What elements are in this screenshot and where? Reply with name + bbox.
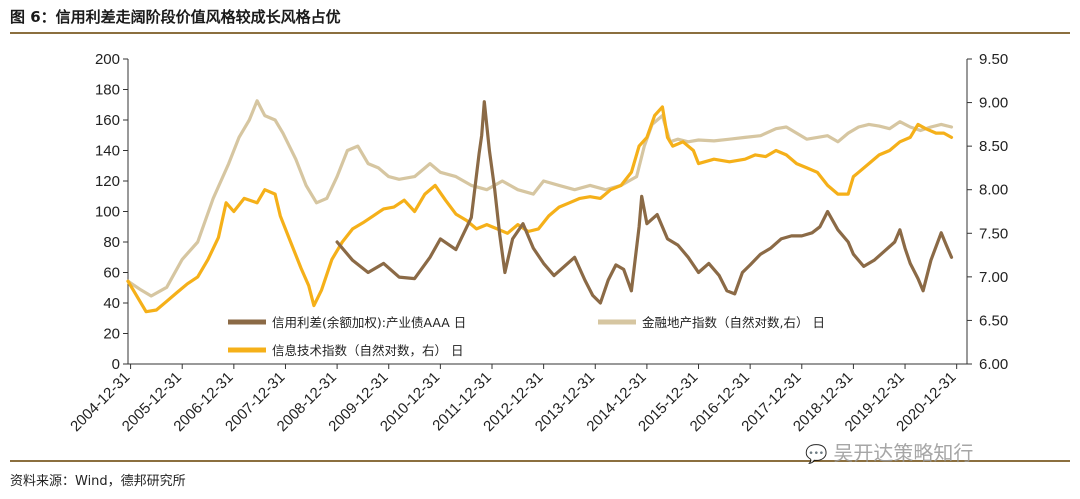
watermark: 💬 吴开达策略知行 xyxy=(805,437,973,466)
x-axis: 2004-12-312005-12-312006-12-312007-12-31… xyxy=(67,363,967,435)
watermark-text: 吴开达策略知行 xyxy=(833,441,974,465)
right-y-axis: 6.00 6.50 7.00 7.50 8.00 8.50 9.00 9.50 xyxy=(966,51,1008,373)
right-tick-label: 7.00 xyxy=(979,269,1008,286)
left-tick-label: 200 xyxy=(95,51,120,68)
left-tick-label: 40 xyxy=(103,295,120,312)
legend: 信用利差(余额加权):产业债AAA 日 金融地产指数（自然对数,右） 日信息技术指… xyxy=(228,315,825,358)
source-note: 资料来源：Wind，德邦研究所 xyxy=(10,474,186,489)
series-layer xyxy=(126,99,954,314)
left-tick-label: 80 xyxy=(103,234,120,251)
left-y-axis: 0 20 40 60 80 100 120 140 160 180 200 xyxy=(95,51,129,373)
right-tick-label: 9.50 xyxy=(979,51,1008,68)
series-line-2 xyxy=(126,105,954,314)
left-tick-label: 100 xyxy=(95,204,120,221)
series-line-0 xyxy=(335,100,954,305)
legend-label-0: 信用利差(余额加权):产业债AAA 日 xyxy=(272,315,466,330)
right-tick-label: 7.50 xyxy=(979,225,1008,242)
right-tick-label: 6.00 xyxy=(979,356,1008,373)
left-tick-label: 0 xyxy=(112,356,120,373)
left-tick-label: 20 xyxy=(103,326,120,343)
title-rule xyxy=(10,32,1070,34)
right-tick-label: 8.00 xyxy=(979,182,1008,199)
right-tick-label: 9.00 xyxy=(979,95,1008,112)
left-tick-label: 120 xyxy=(95,173,120,190)
footer-rule xyxy=(10,460,1070,462)
right-tick-label: 6.50 xyxy=(979,312,1008,329)
series-line-1 xyxy=(126,99,954,298)
figure-title: 图 6：信用利差走阔阶段价值风格较成长风格占优 xyxy=(10,8,341,26)
legend-label-2: 信息技术指数（自然对数，右） 日 xyxy=(272,343,463,358)
wechat-icon: 💬 xyxy=(805,444,828,465)
legend-label-1: 金融地产指数（自然对数,右） 日 xyxy=(642,315,825,330)
left-tick-label: 180 xyxy=(95,82,120,99)
left-tick-label: 60 xyxy=(103,265,120,282)
left-tick-label: 160 xyxy=(95,112,120,129)
left-tick-label: 140 xyxy=(95,143,120,160)
right-tick-label: 8.50 xyxy=(979,138,1008,155)
